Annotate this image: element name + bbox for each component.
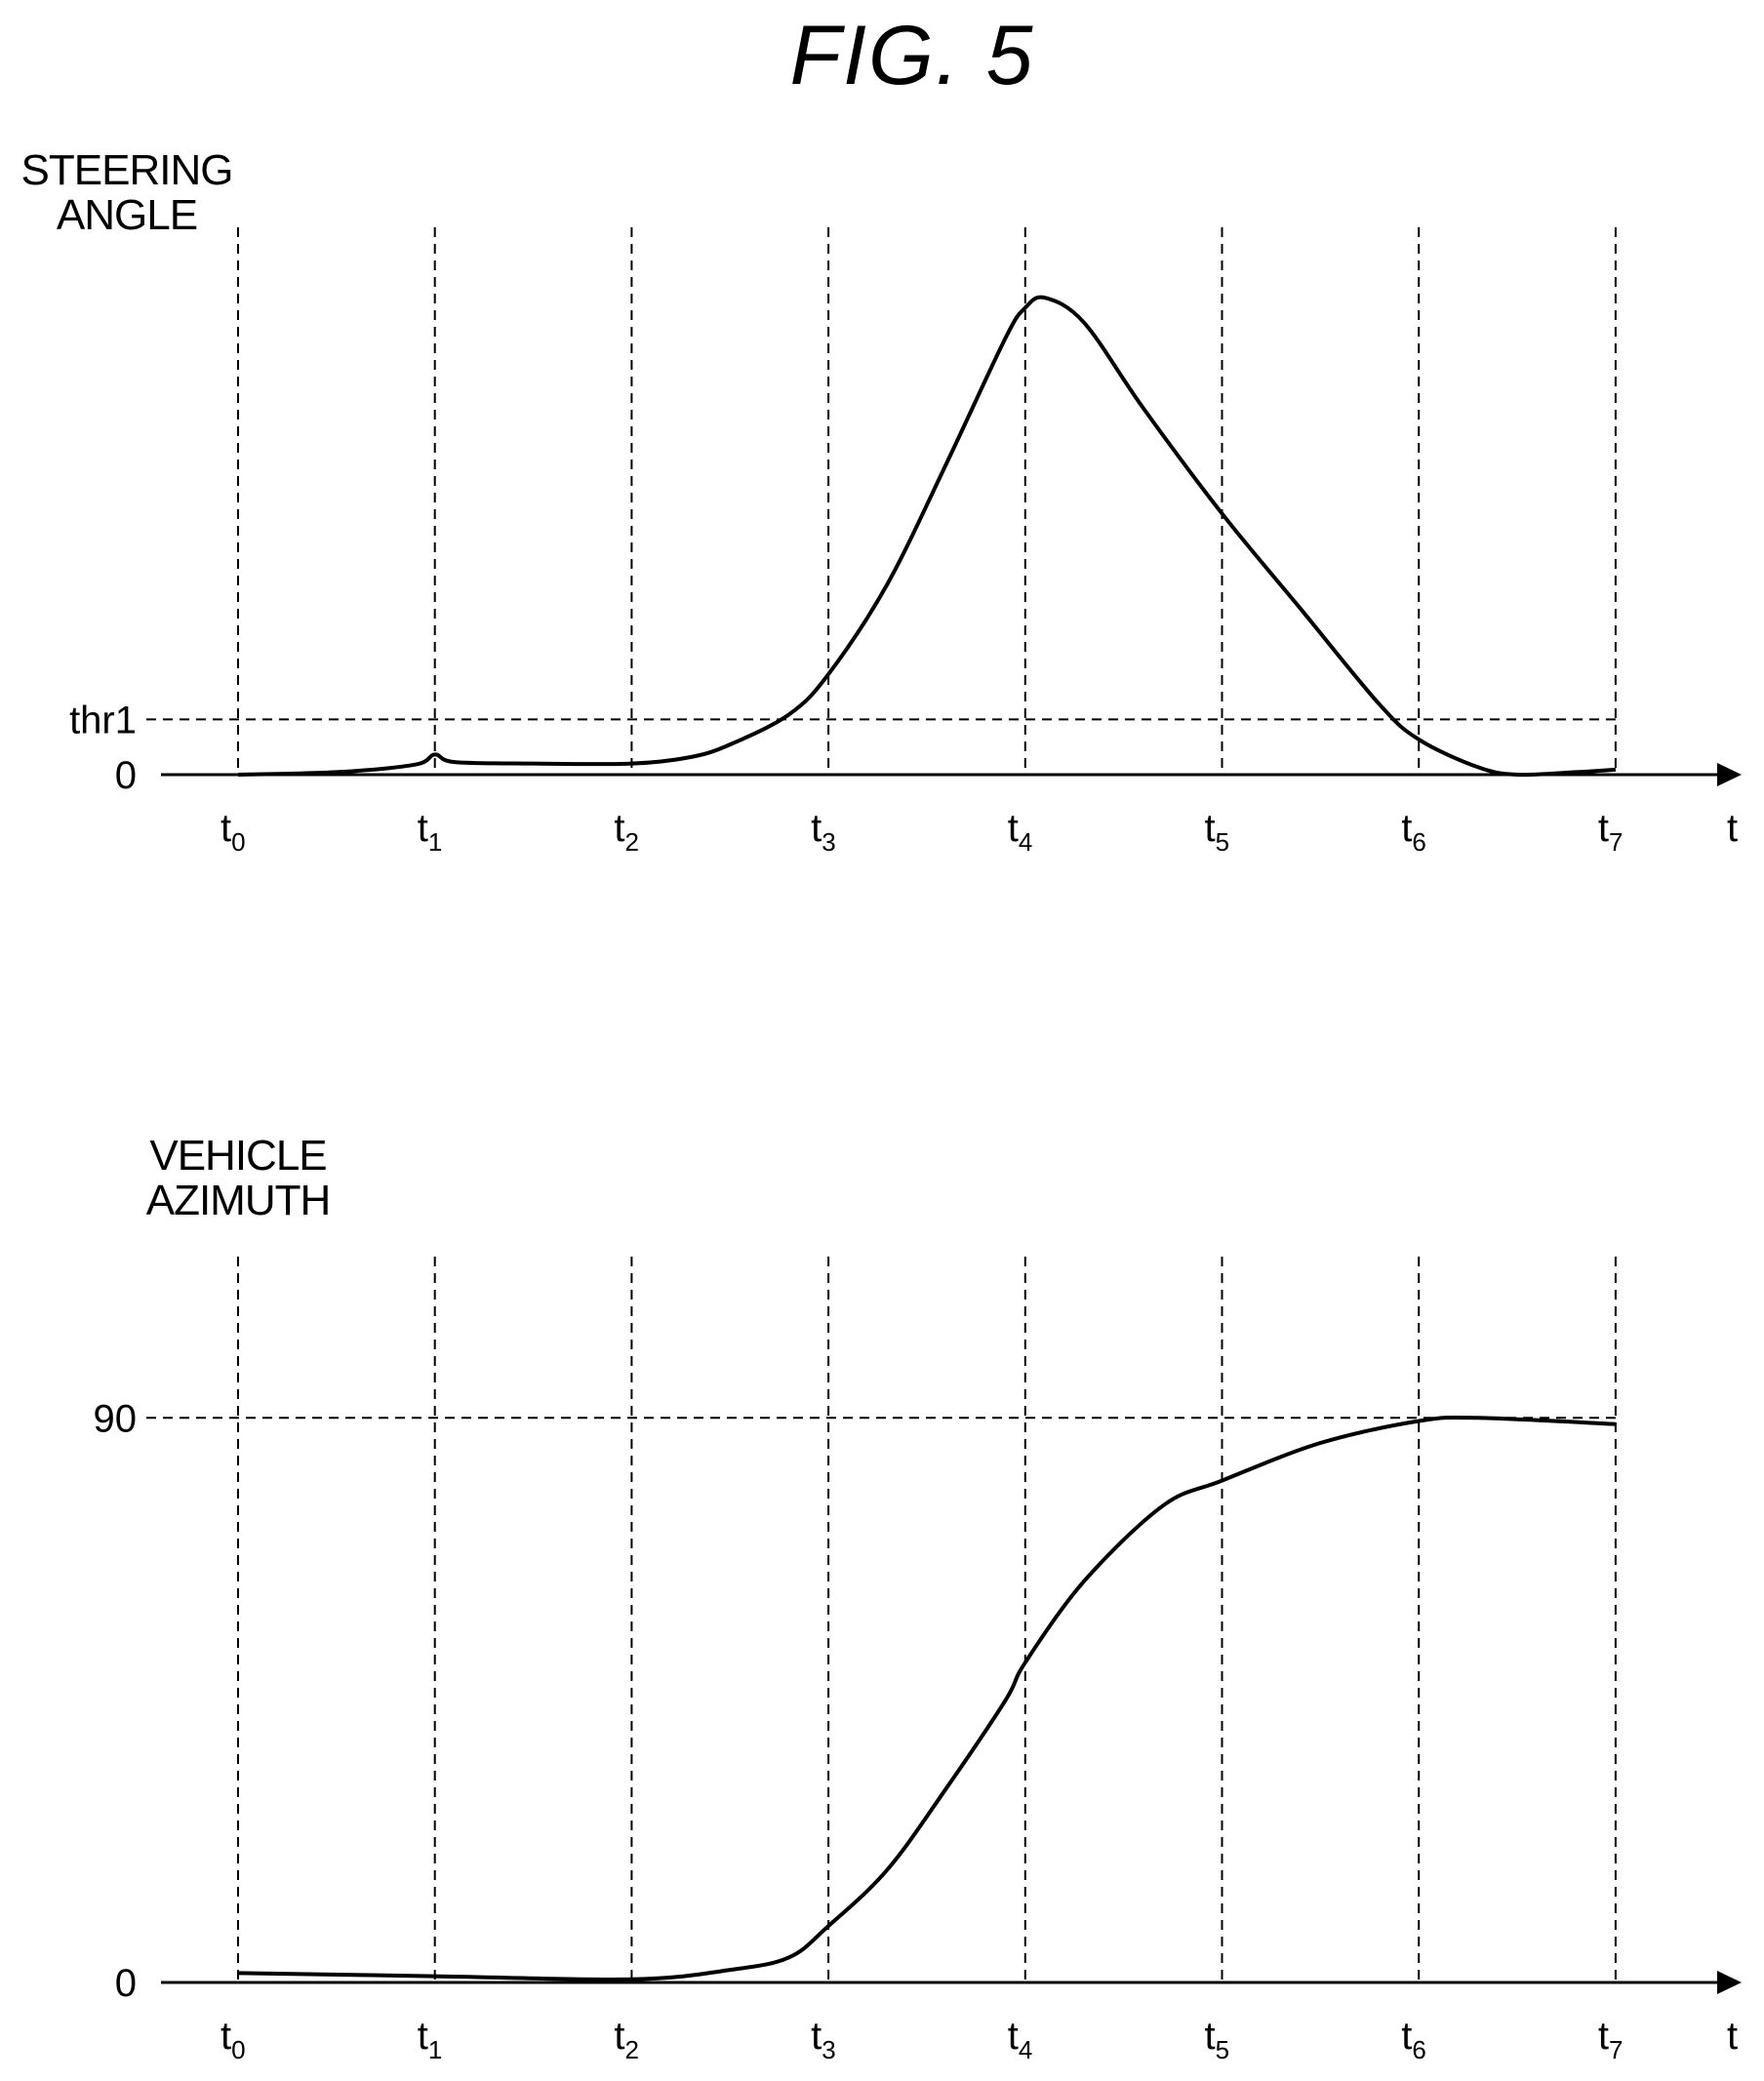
steering-angle-chart: STEERING ANGLE t 0 thr1 t0 t1 t2 t3 t4 t5 t6 t7 [0,0,1764,976]
vehicle-azimuth-axis-label: VEHICLE AZIMUTH [121,1134,355,1223]
steering-angle-axis-label: STEERING ANGLE [10,148,244,238]
x-tick-label-2: t2 [614,2015,639,2064]
x-tick-label-1: t1 [418,2015,443,2064]
y-axis-label-line-1: VEHICLE [149,1132,327,1180]
y-tick-label-0: 0 [115,754,137,797]
y-tick-label-1: 90 [94,1397,138,1440]
x-tick-label-2: t2 [614,807,639,857]
y-tick-label-0: 0 [115,1962,137,2005]
x-axis-arrow [1717,763,1742,786]
x-tick-label-5: t5 [1205,807,1230,857]
y-axis-label-line-2: ANGLE [56,191,198,239]
x-tick-label-4: t4 [1008,807,1033,857]
y-axis-label-line-2: AZIMUTH [145,1177,332,1224]
data-series-0-curve [237,1415,1616,1982]
y-tick-label-1: thr1 [69,699,137,741]
vehicle-azimuth-chart: VEHICLE AZIMUTH t 0 90 t0 t1 t2 t3 t4 t5 t6 t7 [0,976,1764,2081]
x-tick-label-3: t3 [811,2015,836,2064]
x-tick-label-6: t6 [1401,807,1426,857]
x-tick-label-7: t7 [1598,2015,1624,2064]
x-tick-label-0: t0 [220,807,246,857]
x-tick-label-6: t6 [1401,2015,1426,2064]
x-tick-label-0: t0 [220,2015,246,2064]
x-tick-label-7: t7 [1598,807,1624,857]
data-series-0-curve [237,295,1617,778]
x-axis-label: t [1727,807,1738,850]
x-tick-label-5: t5 [1205,2015,1230,2064]
x-tick-label-1: t1 [418,807,443,857]
x-axis-label: t [1727,2015,1738,2058]
x-axis-arrow [1717,1971,1742,1994]
figure-title: FIG. 5 [789,9,1035,102]
x-tick-label-3: t3 [811,807,836,857]
x-tick-label-4: t4 [1008,2015,1033,2064]
y-axis-label-line-1: STEERING [20,146,234,194]
